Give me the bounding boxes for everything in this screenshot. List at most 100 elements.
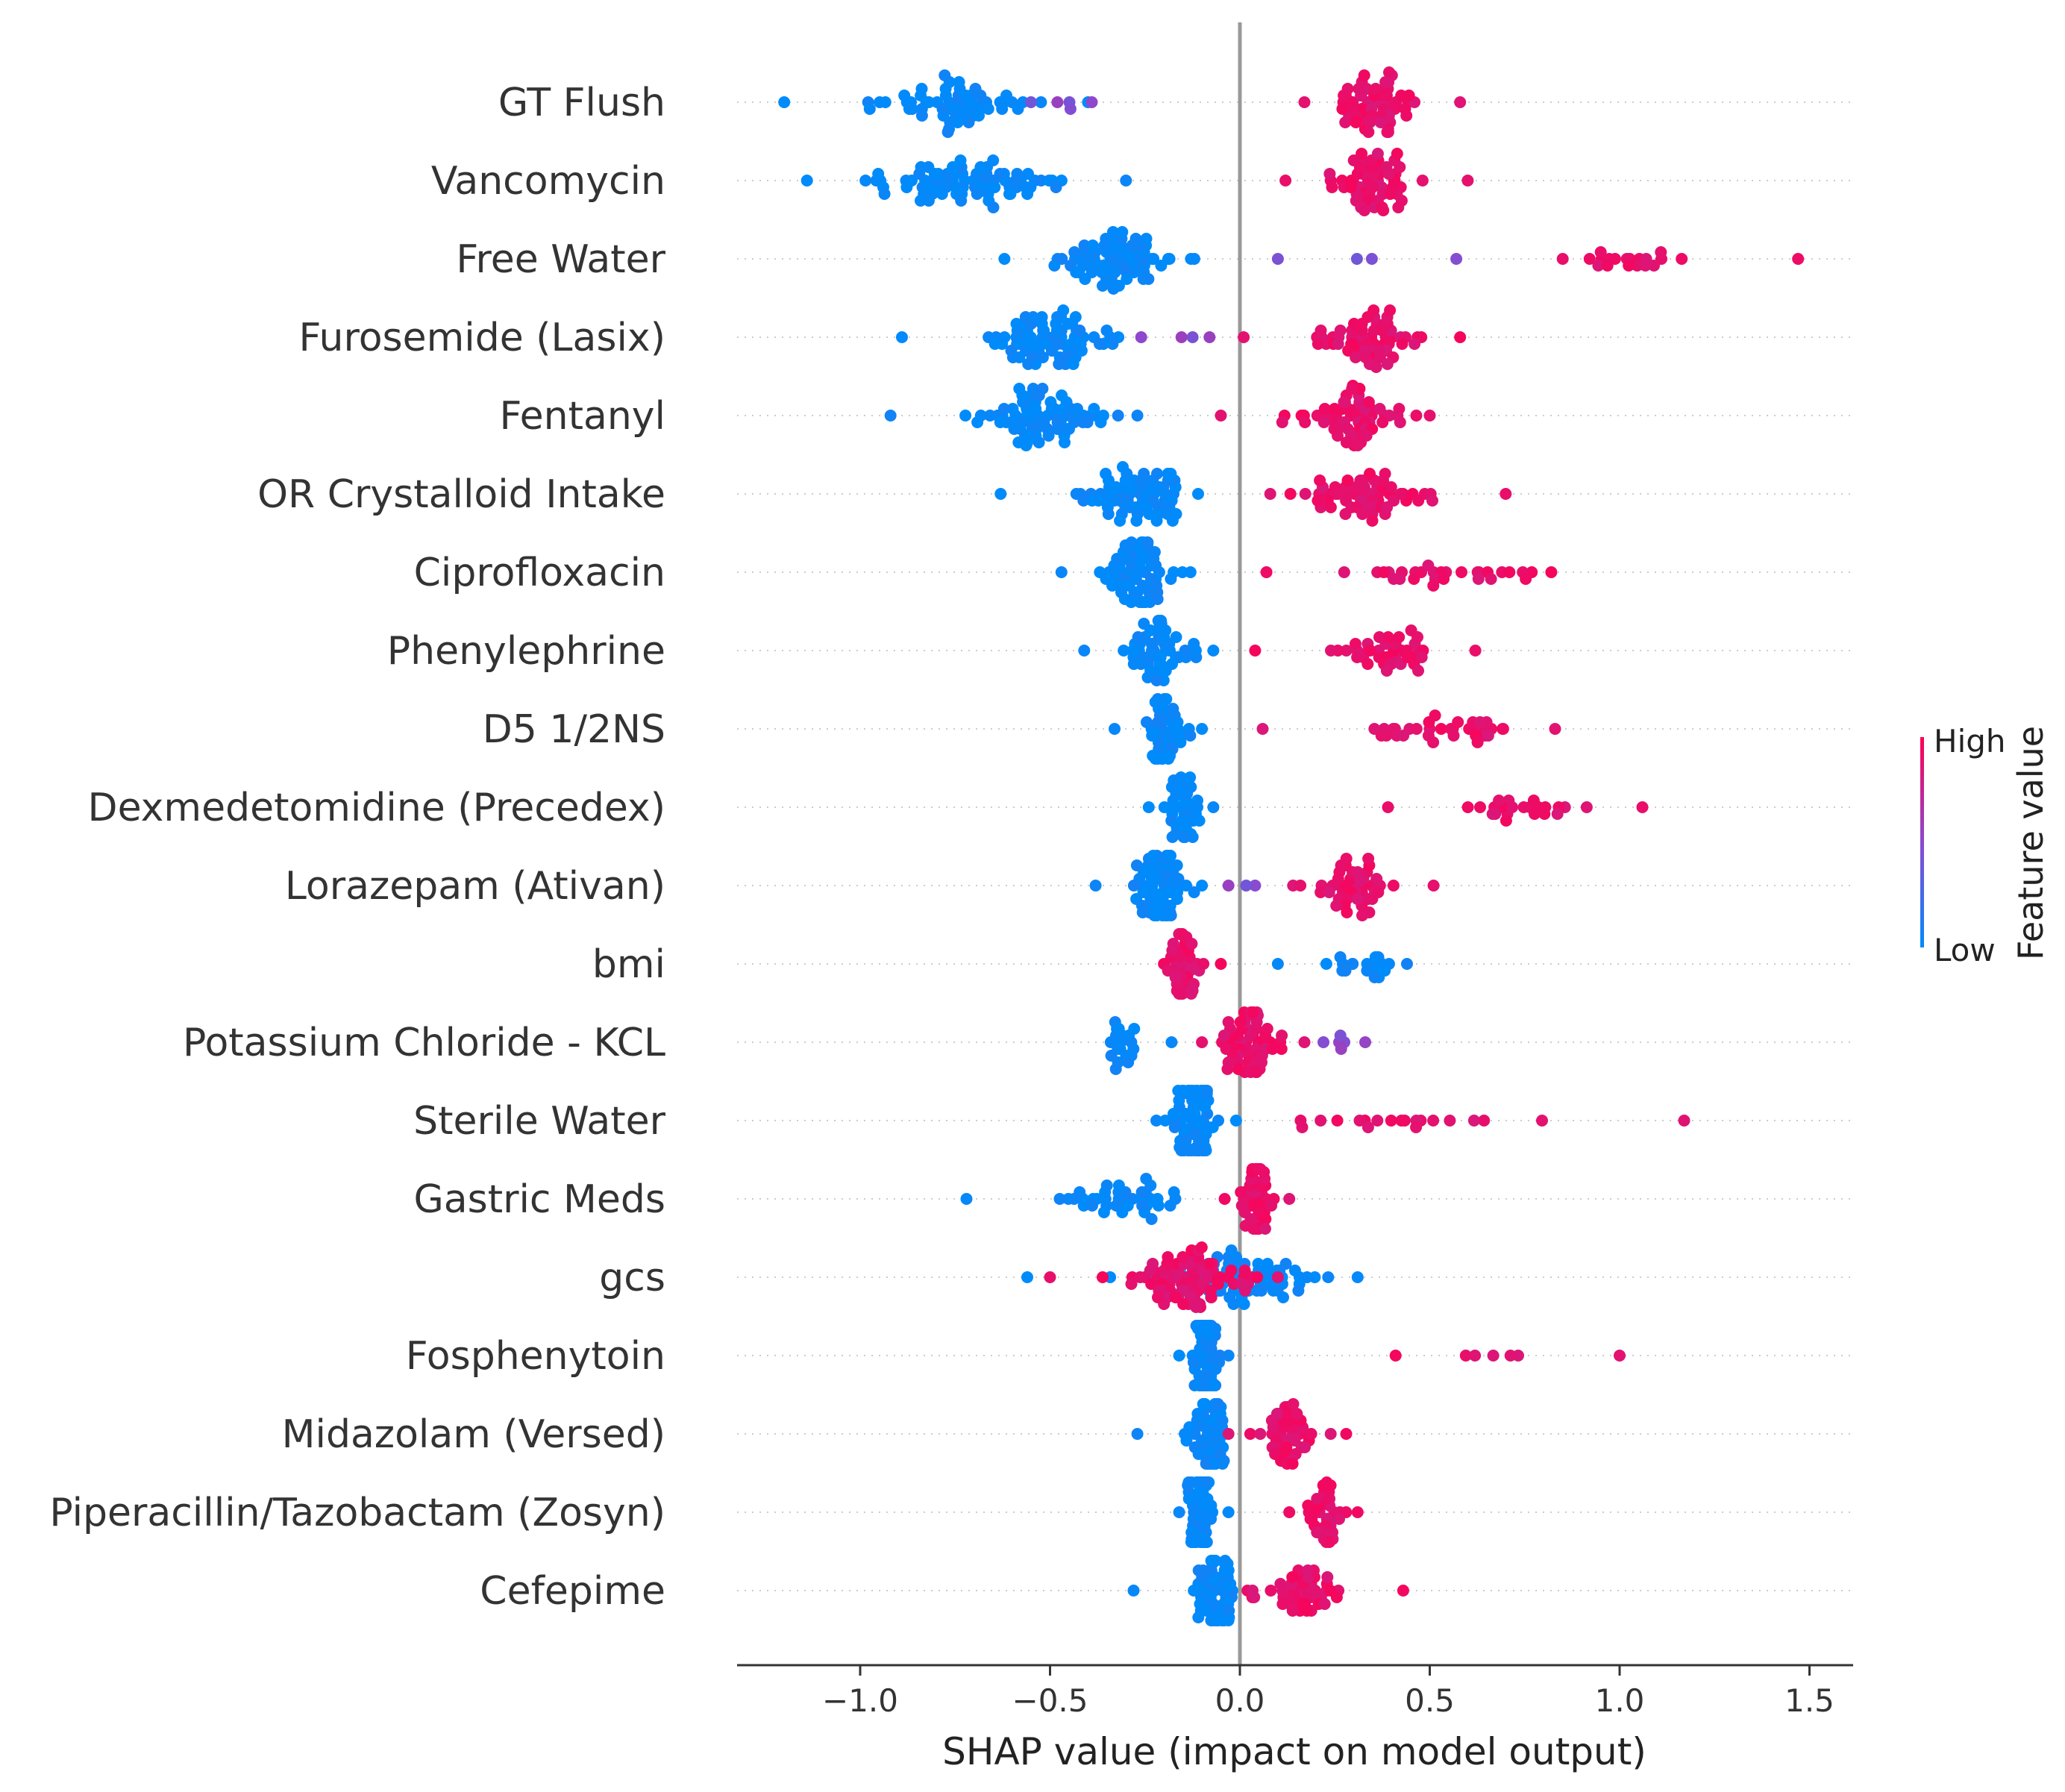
shap-point [1340,436,1353,448]
shap-point [1197,1379,1210,1391]
shap-point [1459,1350,1472,1362]
shap-point [1261,1023,1273,1035]
shap-point [922,195,935,207]
shap-point [1070,266,1082,278]
shap-point [1235,1186,1247,1198]
shap-point [988,338,1001,350]
shap-point [1426,495,1438,507]
shap-point [1266,1043,1279,1055]
shap-point [1340,1428,1353,1440]
shap-point [996,103,1009,115]
feature-label: Furosemide (Lasix) [298,316,665,360]
shap-point [1362,396,1375,408]
shap-point [1032,436,1045,448]
shap-point [1338,396,1350,408]
shap-point [1168,1121,1181,1133]
shap-point [1583,253,1596,265]
shap-point [1109,1063,1122,1075]
shap-point [1051,423,1064,435]
shap-point [947,161,959,173]
shap-point [1036,383,1049,395]
shap-point [1333,1513,1345,1525]
shap-point [1360,430,1373,442]
shap-point [1452,716,1464,728]
shap-point [1213,1356,1226,1368]
shap-point [1389,1350,1402,1362]
shap-point [982,103,994,115]
shap-point [1423,410,1436,422]
shap-point [1116,1206,1129,1218]
shap-point [1225,1265,1238,1276]
shap-point [1168,1108,1179,1120]
shap-point [1173,988,1186,1000]
shap-point [1384,188,1397,200]
shap-point [1173,651,1185,663]
shap-point [1339,508,1352,520]
shap-point [1055,566,1068,578]
shap-point [1193,1476,1206,1488]
shap-point [1212,1398,1224,1410]
shap-point [1331,1115,1344,1127]
shap-point [1254,1428,1267,1440]
shap-point [1324,1479,1337,1491]
feature-label: Vancomycin [431,159,665,204]
shap-point [1298,96,1311,108]
shap-point [1330,900,1343,912]
shap-point [915,161,927,173]
shap-point [1320,958,1332,970]
shap-point [1196,1036,1209,1048]
shap-point [1097,280,1109,292]
shap-point [1200,1085,1213,1097]
shap-point [1213,1271,1226,1283]
shap-point [1152,753,1165,765]
shap-point [1469,645,1482,657]
shap-point [1361,965,1373,977]
shap-point [1391,148,1403,160]
shap-point [1356,148,1368,160]
feature-label: Phenylephrine [387,629,665,674]
shap-point [1347,154,1360,166]
shap-point [1539,801,1552,813]
shap-point [1592,260,1605,272]
shap-point [1169,1291,1182,1303]
feature-label: GT Flush [498,81,665,125]
shap-point [1234,1016,1247,1028]
shap-point [1312,495,1324,507]
shap-point [1279,1258,1292,1270]
shap-point [1283,1193,1296,1205]
shap-point [903,103,915,115]
shap-point [1205,1500,1218,1511]
x-axis-title: SHAP value (impact on model output) [942,1730,1646,1773]
shap-point [1334,951,1347,963]
shap-point [1129,233,1142,245]
shap-point [1219,1555,1232,1567]
shap-point [1371,148,1384,160]
shap-point [1375,730,1388,742]
shap-point [1244,1428,1256,1440]
shap-point [1356,909,1368,921]
shap-point [1469,1350,1482,1362]
shap-point [1298,1036,1311,1048]
shap-point [872,168,885,180]
shap-point [1427,880,1440,892]
shap-point [1265,1585,1277,1597]
shap-point [998,253,1011,265]
feature-label: OR Crystalloid Intake [257,472,665,517]
shap-point [1556,253,1569,265]
feature-label: Cefepime [480,1569,665,1614]
shap-point [1135,658,1147,670]
shap-point [1200,1458,1212,1470]
shap-point [971,416,984,428]
shap-point [1614,1350,1626,1362]
shap-point [1191,1408,1204,1420]
shap-point [994,416,1006,428]
shap-point [1366,515,1379,527]
shap-point [1551,808,1564,820]
shap-point [915,83,928,95]
shap-point [1412,495,1425,507]
shap-point [1085,96,1098,108]
shap-point [1450,253,1463,265]
shap-point [1162,1251,1174,1263]
shap-point [1380,161,1393,173]
shap-point [941,126,954,138]
